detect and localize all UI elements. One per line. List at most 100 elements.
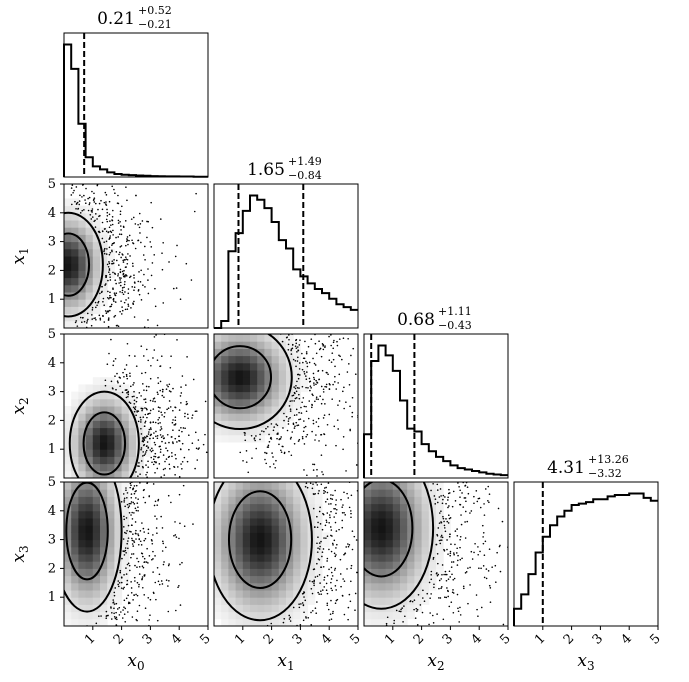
density-cell bbox=[114, 546, 123, 555]
density-cell bbox=[271, 370, 280, 378]
scatter-point bbox=[311, 404, 313, 406]
scatter-point bbox=[120, 313, 123, 315]
scatter-point bbox=[151, 461, 153, 464]
scatter-point bbox=[142, 284, 144, 286]
scatter-point bbox=[195, 410, 198, 412]
density-cell bbox=[278, 561, 287, 569]
density-cell bbox=[235, 391, 244, 400]
density-cell bbox=[71, 220, 79, 228]
density-cell bbox=[278, 355, 287, 364]
contour-line bbox=[364, 482, 414, 578]
scatter-point bbox=[129, 486, 132, 489]
scatter-point bbox=[265, 427, 267, 430]
scatter-point bbox=[301, 385, 304, 388]
density-cell bbox=[92, 284, 101, 293]
scatter-point bbox=[347, 606, 350, 609]
scatter-point bbox=[159, 389, 162, 392]
density-cell bbox=[257, 370, 265, 378]
scatter-point bbox=[138, 585, 140, 588]
scatter-point bbox=[180, 402, 182, 404]
scatter-point bbox=[451, 505, 454, 508]
density-cell bbox=[385, 503, 394, 512]
density-cell bbox=[71, 292, 79, 300]
panel-frame bbox=[513, 481, 659, 627]
density-cell bbox=[286, 561, 294, 569]
density-cell bbox=[364, 582, 372, 591]
scatter-point bbox=[114, 294, 117, 297]
scatter-point bbox=[328, 413, 331, 416]
density-cell bbox=[114, 503, 123, 512]
density-cell bbox=[407, 518, 415, 526]
scatter-point bbox=[150, 558, 153, 561]
scatter-point bbox=[123, 269, 125, 272]
density-cell bbox=[92, 263, 101, 271]
scatter-point bbox=[136, 581, 139, 584]
scatter-point bbox=[330, 494, 332, 496]
density-cell bbox=[228, 525, 237, 533]
density-cell bbox=[264, 348, 273, 357]
scatter-point bbox=[350, 494, 353, 497]
scatter-point bbox=[103, 321, 106, 323]
scatter-point bbox=[422, 597, 424, 599]
title-plus-x1: +1.49 bbox=[288, 155, 322, 168]
scatter-point bbox=[118, 264, 120, 266]
scatter-point bbox=[302, 619, 305, 622]
scatter-point bbox=[130, 556, 132, 559]
scatter-point bbox=[330, 581, 332, 584]
density-cell bbox=[221, 546, 229, 555]
scatter-point bbox=[154, 287, 156, 290]
scatter-point bbox=[183, 456, 186, 459]
scatter-point bbox=[339, 355, 341, 358]
scatter-point bbox=[129, 530, 131, 533]
density-cell bbox=[214, 348, 222, 357]
scatter-point bbox=[401, 607, 404, 609]
scatter-point bbox=[328, 522, 330, 524]
scatter-point bbox=[303, 405, 306, 408]
density-cell bbox=[257, 604, 265, 613]
density-cell bbox=[428, 489, 437, 497]
density-cell bbox=[214, 391, 222, 400]
density-cell bbox=[286, 496, 294, 505]
scatter-point bbox=[154, 305, 157, 308]
density-cell bbox=[436, 546, 444, 555]
scatter-point bbox=[180, 463, 182, 465]
scatter-point bbox=[348, 593, 351, 596]
scatter-point bbox=[164, 442, 167, 444]
scatter-point bbox=[147, 292, 150, 295]
scatter-point bbox=[452, 611, 455, 614]
scatter-point bbox=[325, 383, 328, 386]
scatter-point bbox=[342, 390, 344, 393]
scatter-point bbox=[143, 539, 146, 542]
scatter-point bbox=[132, 242, 135, 245]
density-cell bbox=[278, 413, 287, 421]
density-cell bbox=[421, 503, 430, 512]
scatter-point bbox=[75, 207, 77, 210]
scatter-point bbox=[108, 261, 110, 263]
density-cell bbox=[121, 456, 130, 465]
density-cell bbox=[235, 590, 244, 598]
scatter-point bbox=[244, 439, 247, 442]
density-cell bbox=[221, 434, 229, 443]
scatter-point bbox=[346, 371, 349, 373]
scatter-point bbox=[291, 400, 293, 402]
scatter-point bbox=[113, 300, 115, 302]
density-cell bbox=[378, 590, 387, 598]
scatter-point bbox=[178, 584, 180, 587]
scatter-point bbox=[330, 503, 332, 505]
density-cell bbox=[100, 489, 108, 497]
scatter-point bbox=[462, 506, 465, 508]
density-cell bbox=[300, 582, 309, 591]
scatter-point bbox=[331, 542, 334, 545]
scatter-point bbox=[298, 606, 301, 609]
scatter-point bbox=[123, 497, 126, 500]
scatter-point bbox=[444, 570, 447, 573]
scatter-point bbox=[442, 517, 445, 520]
density-cell bbox=[400, 496, 408, 505]
density-cell bbox=[436, 561, 444, 569]
density-cell bbox=[293, 398, 301, 407]
density-cell bbox=[85, 496, 94, 505]
scatter-point bbox=[314, 607, 317, 609]
density-cell bbox=[228, 496, 237, 505]
density-cell bbox=[228, 554, 237, 562]
scatter-point bbox=[290, 454, 293, 457]
